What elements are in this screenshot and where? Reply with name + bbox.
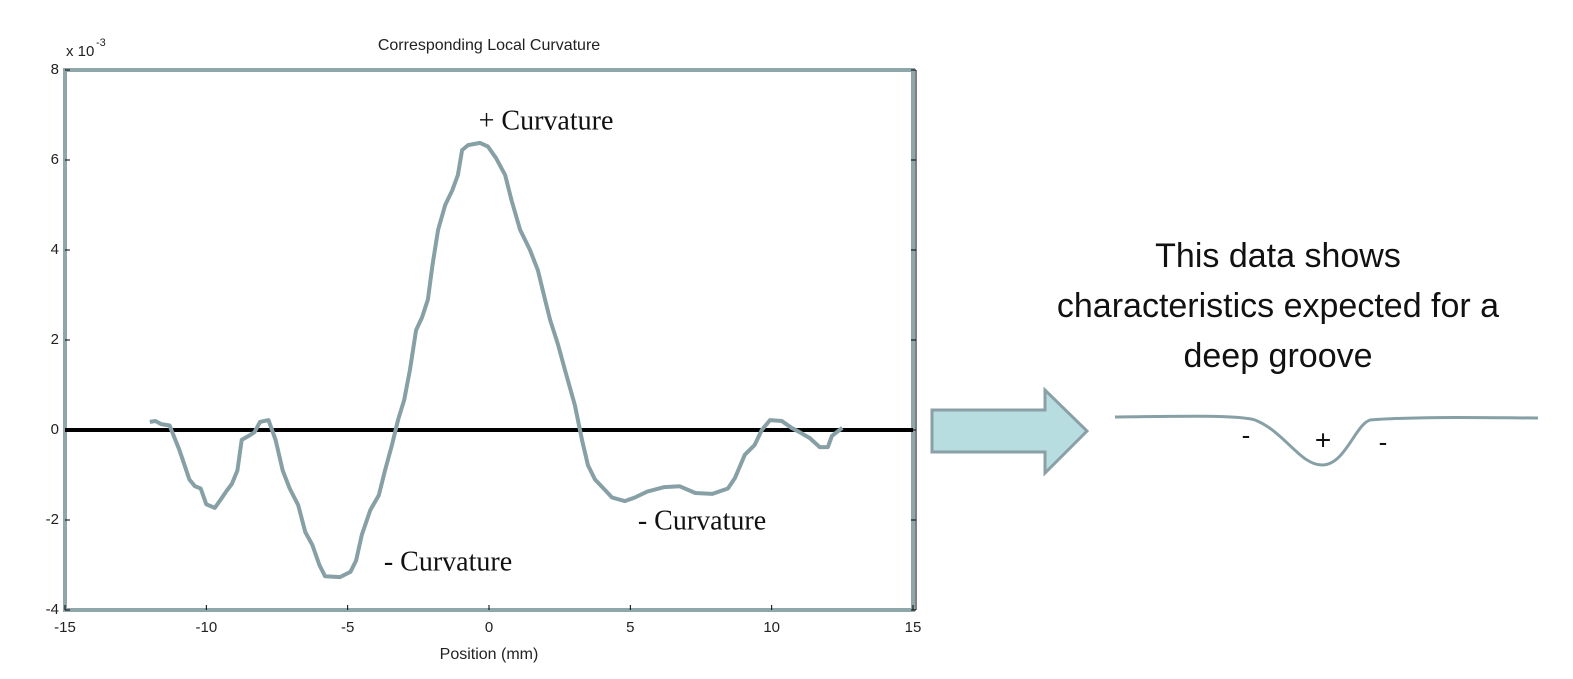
groove-label: + (1315, 424, 1331, 455)
x-tick-label: 5 (626, 619, 634, 636)
x-tick-label: 10 (763, 619, 780, 636)
annotation: - Curvature (638, 505, 766, 536)
y-tick-label: 8 (51, 61, 59, 78)
chart-title: Corresponding Local Curvature (378, 37, 600, 54)
annotation: + Curvature (479, 105, 614, 136)
groove-label: - (1379, 427, 1388, 457)
y-tick-label: -4 (46, 601, 59, 618)
x-tick-label: -15 (54, 619, 76, 636)
y-multiplier: x 10 (66, 43, 94, 60)
groove-profile (1114, 414, 1539, 467)
note-line: characteristics expected for a (1057, 287, 1499, 325)
y-tick-label: 6 (51, 151, 59, 168)
x-tick-label: 15 (905, 619, 922, 636)
y-tick-label: 2 (51, 331, 59, 348)
groove-label: - (1242, 420, 1251, 450)
y-tick-label: -2 (46, 511, 59, 528)
x-tick-label: 0 (485, 619, 493, 636)
curvature-line (149, 140, 844, 580)
arrow (930, 386, 1090, 477)
y-tick-label: 4 (51, 241, 59, 258)
x-axis-label: Position (mm) (440, 646, 539, 663)
annotation: - Curvature (384, 546, 512, 577)
y-multiplier-exponent: -3 (96, 37, 106, 49)
note-line: deep groove (1183, 337, 1372, 375)
x-tick-label: -5 (341, 619, 354, 636)
note-line: This data shows (1155, 237, 1401, 275)
y-tick-label: 0 (51, 421, 59, 438)
x-tick-label: -10 (195, 619, 217, 636)
